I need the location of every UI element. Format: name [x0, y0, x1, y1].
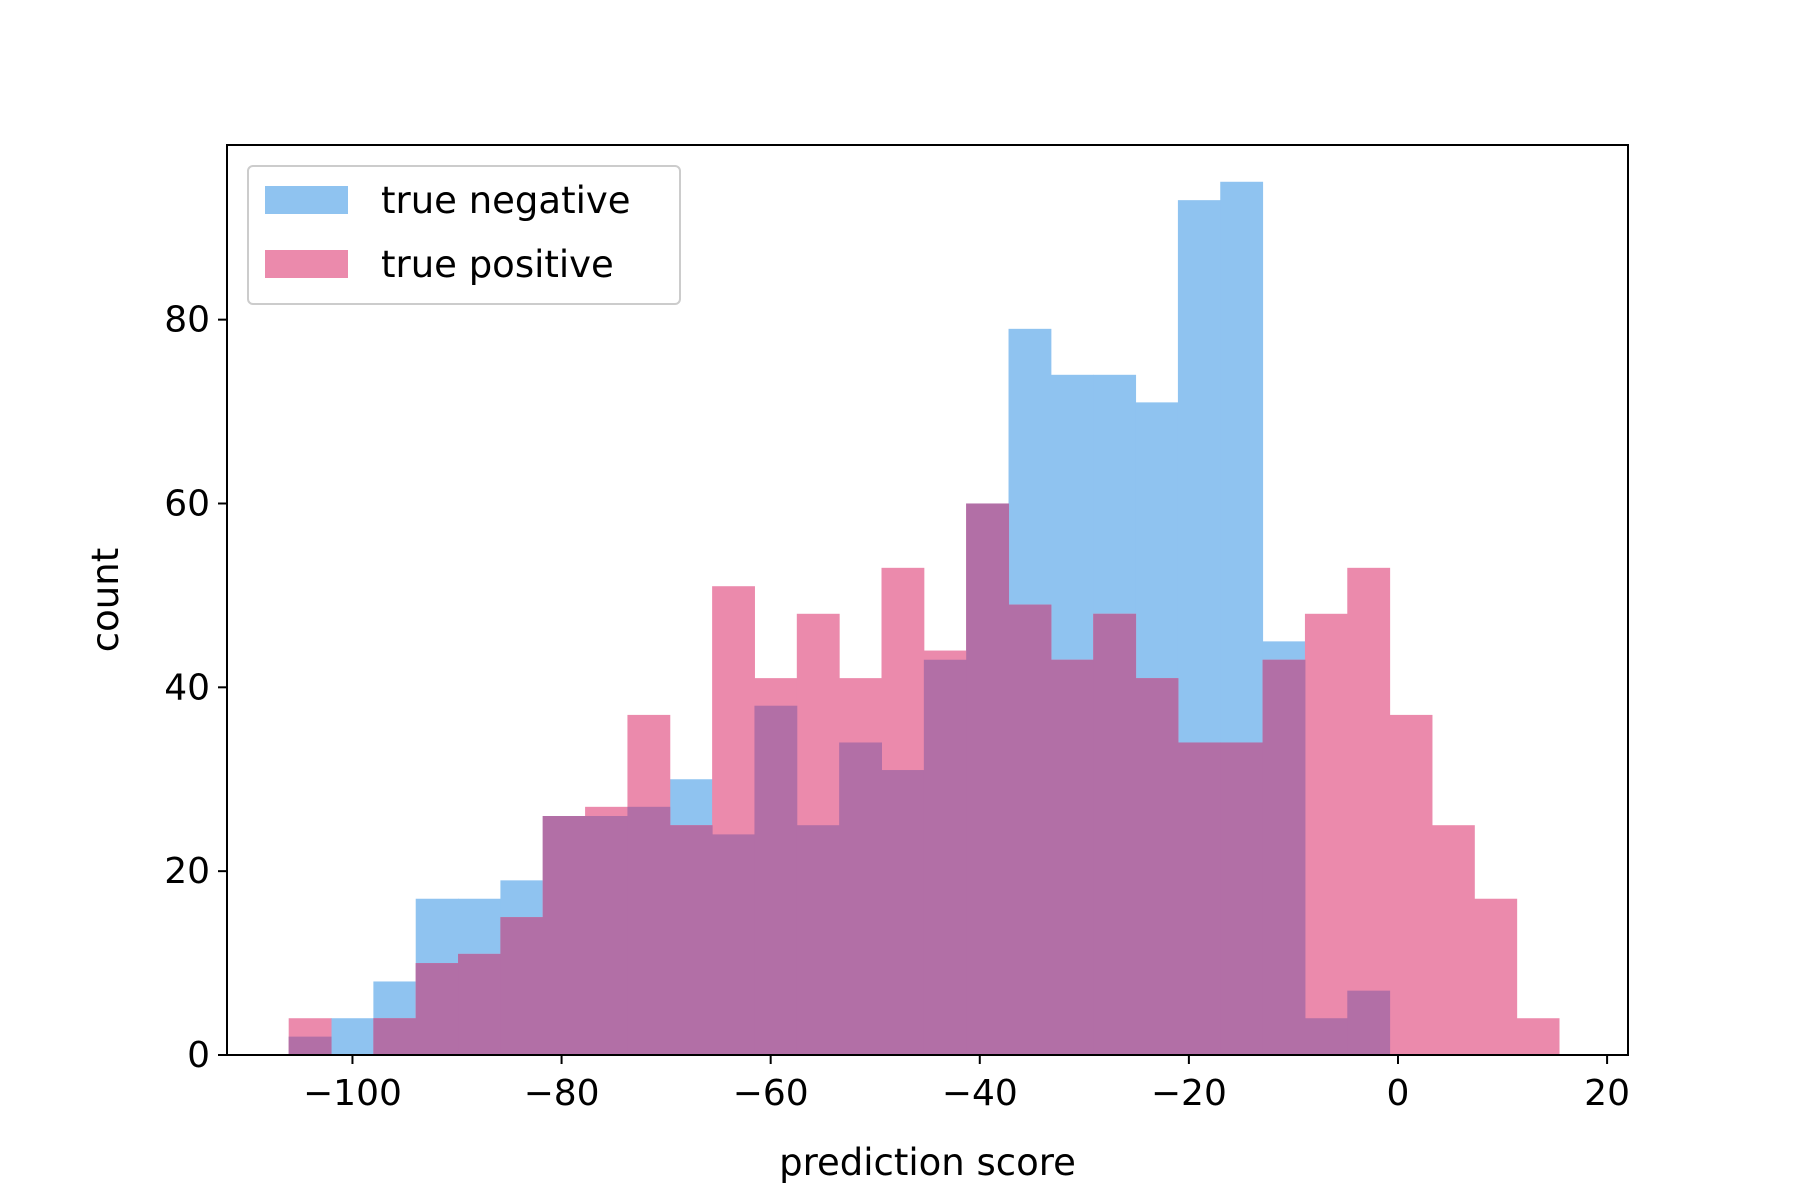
legend-label-true-negative: true negative [381, 179, 631, 222]
x-axis-label: prediction score [779, 1141, 1076, 1184]
bar-overlap [1177, 742, 1221, 1055]
bar-overlap [923, 659, 967, 1055]
bar-true-positive [1516, 1018, 1560, 1055]
legend-box [247, 165, 681, 305]
y-tick-label: 40 [164, 667, 210, 708]
bar-overlap [500, 917, 544, 1055]
bar-true-negative [331, 1018, 374, 1055]
y-tick-label: 20 [164, 851, 210, 892]
bar-overlap [754, 705, 798, 1055]
bar-overlap [1093, 613, 1137, 1055]
overlap-bars [288, 503, 1391, 1055]
bar-overlap [458, 953, 501, 1055]
y-axis-label: count [84, 548, 127, 652]
x-tick-label: −60 [733, 1073, 809, 1114]
y-tick-label: 60 [164, 483, 210, 524]
bar-true-positive [1389, 714, 1433, 1055]
legend-swatch-true-positive [265, 250, 348, 278]
bar-overlap [1050, 659, 1094, 1055]
bar-overlap [881, 770, 925, 1055]
bar-true-positive [1431, 825, 1475, 1055]
x-tick-label: −80 [524, 1073, 600, 1114]
bar-overlap [288, 1036, 332, 1055]
x-tick-label: −100 [303, 1073, 402, 1114]
bar-overlap [669, 825, 713, 1055]
bar-overlap [712, 834, 755, 1055]
bar-overlap [627, 806, 671, 1055]
bar-overlap [1008, 604, 1052, 1055]
bar-overlap [1135, 678, 1179, 1055]
legend: true negative true positive [247, 165, 681, 305]
bar-overlap [585, 816, 628, 1055]
bar-true-positive [1304, 613, 1348, 1055]
y-axis-ticks: 0 20 40 60 80 [164, 300, 227, 1076]
bar-true-positive [1347, 567, 1391, 1055]
legend-label-true-positive: true positive [381, 243, 614, 286]
bar-true-positive [1474, 898, 1518, 1055]
x-tick-label: 0 [1387, 1073, 1410, 1114]
y-tick-label: 0 [187, 1035, 210, 1076]
bar-overlap [1262, 659, 1306, 1055]
bar-overlap [796, 825, 840, 1055]
y-tick-label: 80 [164, 300, 210, 341]
x-tick-label: −20 [1151, 1073, 1227, 1114]
bar-overlap [1304, 1018, 1348, 1055]
bar-overlap [373, 1018, 417, 1055]
x-tick-label: 20 [1584, 1073, 1630, 1114]
bar-overlap [415, 963, 459, 1055]
bar-overlap [1220, 742, 1264, 1055]
x-tick-label: −40 [942, 1073, 1018, 1114]
bar-overlap [966, 503, 1010, 1055]
bar-overlap [542, 816, 586, 1055]
legend-swatch-true-negative [265, 186, 348, 214]
x-axis-ticks: −100 −80 −60 −40 −20 0 20 [303, 1055, 1630, 1114]
plot-frame [226, 144, 1629, 1056]
bar-overlap [839, 742, 882, 1055]
bar-overlap [1347, 990, 1391, 1055]
